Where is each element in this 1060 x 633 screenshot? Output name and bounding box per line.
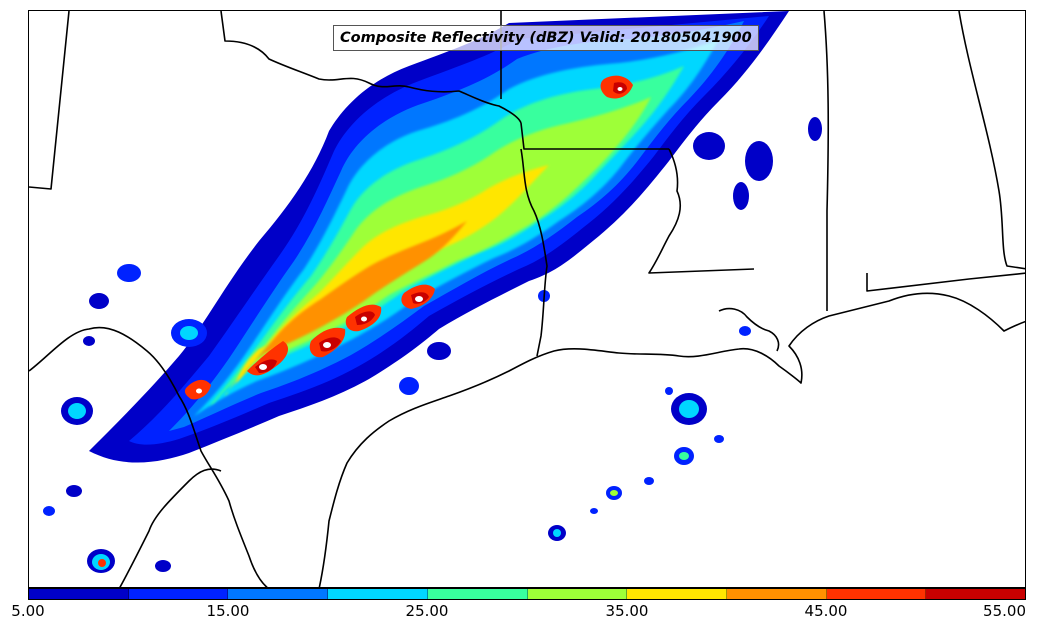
colorbar-segment bbox=[427, 589, 528, 599]
colorbar-segment bbox=[826, 589, 927, 599]
echo-layer-35dbz bbox=[234, 165, 549, 386]
louisiana-bayous bbox=[718, 307, 780, 352]
border-al-fl bbox=[866, 272, 1025, 292]
colorbar-segment bbox=[128, 589, 229, 599]
reflectivity-map bbox=[29, 11, 1025, 587]
colorbar-segment bbox=[627, 589, 727, 599]
map-title: Composite Reflectivity (dBZ) Valid: 2018… bbox=[333, 25, 759, 51]
border-tx-la bbox=[520, 148, 548, 357]
reflectivity-colorbar bbox=[28, 588, 1026, 600]
colorbar-tick-label: 5.00 bbox=[11, 602, 45, 620]
colorbar-segment bbox=[29, 589, 129, 599]
reflectivity-field bbox=[43, 11, 822, 573]
border-ms-al bbox=[823, 11, 830, 311]
border-al-ga bbox=[958, 11, 1025, 270]
colorbar-segment bbox=[228, 589, 329, 599]
colorbar-segment bbox=[527, 589, 628, 599]
border-ar-ms bbox=[648, 148, 755, 274]
colorbar-segment bbox=[726, 589, 827, 599]
colorbar-tick-label: 35.00 bbox=[605, 602, 649, 620]
colorbar-segment bbox=[926, 589, 1026, 599]
colorbar-tick-label: 15.00 bbox=[206, 602, 250, 620]
colorbar-segment bbox=[328, 589, 428, 599]
border-nm-co bbox=[29, 11, 70, 190]
border-ar-la bbox=[520, 122, 669, 150]
colorbar-tick-label: 25.00 bbox=[405, 602, 449, 620]
scattered-echo-cells bbox=[43, 117, 822, 573]
map-panel: Composite Reflectivity (dBZ) Valid: 2018… bbox=[28, 10, 1026, 588]
border-tx-ok bbox=[220, 11, 522, 124]
echo-layer-40dbz bbox=[239, 221, 467, 379]
gulf-coastline bbox=[318, 292, 1025, 587]
border-tx-mexico bbox=[29, 326, 268, 587]
echo-peak-cores bbox=[196, 87, 623, 394]
border-mexico-states bbox=[119, 468, 222, 587]
colorbar-tick-label: 55.00 bbox=[983, 602, 1026, 620]
colorbar-tick-label: 45.00 bbox=[804, 602, 848, 620]
